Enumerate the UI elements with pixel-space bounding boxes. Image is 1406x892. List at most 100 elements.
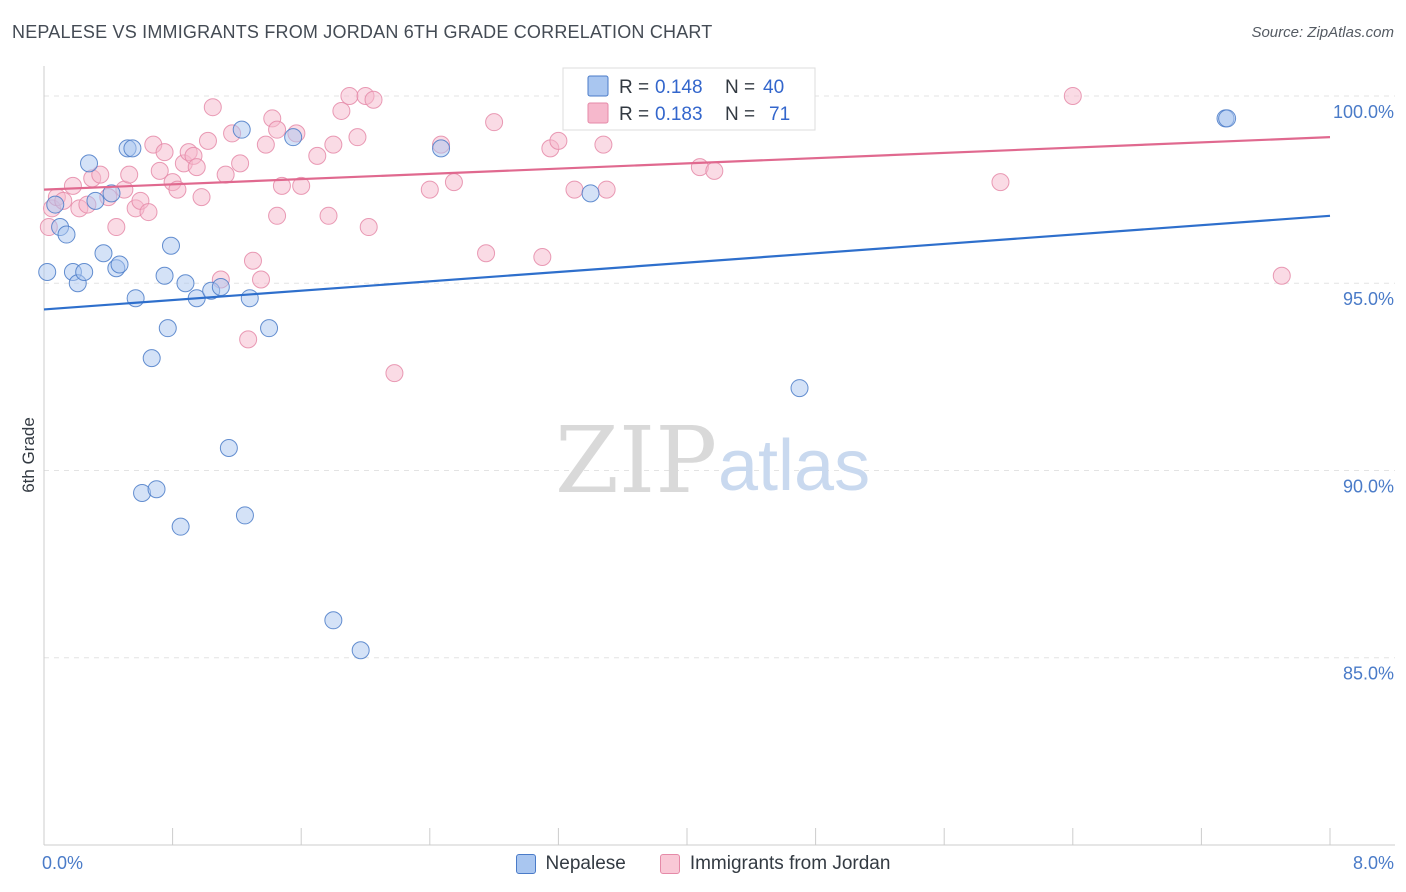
- nepalese-point: [232, 120, 251, 139]
- top-legend: R = 0.148 N = 40 R = 0.183 N = 71: [562, 67, 816, 131]
- nepalese-point: [110, 255, 129, 274]
- x-tick-label-max: 8.0%: [1353, 853, 1394, 873]
- jordan-point: [332, 101, 351, 120]
- bottom-legend-swatch-nepalese: [515, 854, 536, 874]
- jordan-point: [477, 244, 496, 263]
- watermark-zip: ZIP: [555, 407, 717, 514]
- source-label: Source: ZipAtlas.com: [1251, 24, 1394, 41]
- bottom-legend-label-jordan: Immigrants from Jordan: [689, 853, 891, 874]
- y-tick-label: 85.0%: [1343, 664, 1394, 684]
- jordan-point: [364, 90, 383, 109]
- watermark-atlas: atlas: [718, 426, 870, 506]
- chart-title: NEPALESE VS IMMIGRANTS FROM JORDAN 6TH G…: [12, 22, 713, 42]
- jordan-point: [533, 248, 552, 267]
- legend-n-value-jordan: 71: [769, 104, 790, 125]
- nepalese-point: [260, 319, 279, 338]
- watermark: ZIP atlas: [555, 407, 870, 514]
- nepalese-trend-line: [43, 214, 1331, 311]
- nepalese-point: [161, 236, 180, 255]
- bottom-legend: Nepalese Immigrants from Jordan: [0, 850, 1406, 878]
- jordan-point: [91, 165, 110, 184]
- jordan-point: [216, 165, 235, 184]
- jordan-point: [324, 135, 343, 154]
- nepalese-points: [38, 109, 1237, 660]
- legend-r-value-nepalese: 0.148: [655, 77, 703, 98]
- jordan-point: [340, 86, 359, 105]
- jordan-points: [39, 86, 1291, 383]
- bottom-legend-item-nepalese[interactable]: Nepalese: [515, 853, 626, 875]
- nepalese-point: [211, 277, 230, 296]
- jordan-point: [359, 218, 378, 237]
- nepalese-point: [38, 262, 57, 281]
- x-tick-labels: 0.0% 8.0%: [42, 853, 1394, 873]
- bottom-legend-swatch-jordan: [659, 854, 680, 874]
- jordan-point: [420, 180, 439, 199]
- legend-r-value-jordan: 0.183: [655, 104, 703, 125]
- jordan-point: [120, 165, 139, 184]
- bottom-legend-label-nepalese: Nepalese: [545, 853, 626, 874]
- jordan-point: [252, 270, 271, 289]
- jordan-point: [150, 161, 169, 180]
- jordan-point: [1063, 86, 1082, 105]
- jordan-point: [385, 364, 404, 383]
- jordan-point: [139, 203, 158, 222]
- legend-n-value-nepalese: 40: [763, 77, 784, 98]
- nepalese-point: [94, 244, 113, 263]
- axes: [43, 66, 1395, 846]
- nepalese-point: [581, 184, 600, 203]
- legend-n-label-nepalese: N =: [725, 77, 755, 98]
- jordan-point: [272, 176, 291, 195]
- y-tick-label: 90.0%: [1343, 476, 1394, 496]
- legend-r-label-nepalese: R =: [619, 77, 649, 98]
- y-tick-label: 100.0%: [1333, 102, 1394, 122]
- jordan-point: [256, 135, 275, 154]
- nepalese-point: [142, 349, 161, 368]
- jordan-point: [597, 180, 616, 199]
- nepalese-point: [235, 506, 254, 525]
- trend-lines: [43, 136, 1331, 311]
- legend-swatch-nepalese: [587, 75, 609, 97]
- nepalese-point: [86, 191, 105, 210]
- x-tick-label-min: 0.0%: [42, 853, 83, 873]
- jordan-point: [203, 98, 222, 117]
- jordan-point: [63, 176, 82, 195]
- y-tick-labels: 85.0% 90.0% 95.0% 100.0%: [1333, 102, 1394, 684]
- nepalese-point: [1218, 109, 1237, 128]
- nepalese-point: [324, 611, 343, 630]
- jordan-point: [292, 176, 311, 195]
- nepalese-point: [75, 262, 94, 281]
- y-tick-label: 95.0%: [1343, 289, 1394, 309]
- nepalese-point: [176, 274, 195, 293]
- jordan-point: [268, 206, 287, 225]
- jordan-point: [444, 173, 463, 192]
- nepalese-point: [219, 439, 238, 458]
- jordan-point: [308, 146, 327, 165]
- jordan-point: [187, 158, 206, 177]
- jordan-trend-line: [43, 136, 1331, 191]
- nepalese-point: [240, 289, 259, 308]
- jordan-point: [705, 161, 724, 180]
- legend-r-label-jordan: R =: [619, 104, 649, 125]
- nepalese-point: [790, 379, 809, 398]
- jordan-point: [594, 135, 613, 154]
- nepalese-point: [432, 139, 451, 158]
- nepalese-point: [46, 195, 65, 214]
- jordan-point: [991, 173, 1010, 192]
- jordan-point: [549, 131, 568, 150]
- nepalese-point: [158, 319, 177, 338]
- jordan-point: [565, 180, 584, 199]
- bottom-legend-item-jordan[interactable]: Immigrants from Jordan: [659, 853, 891, 875]
- jordan-point: [348, 128, 367, 147]
- nepalese-point: [123, 139, 142, 158]
- jordan-point: [231, 154, 250, 173]
- jordan-point: [107, 218, 126, 237]
- nepalese-point: [155, 266, 174, 285]
- legend-n-label-jordan: N =: [725, 104, 755, 125]
- jordan-point: [239, 330, 258, 349]
- jordan-point: [155, 143, 174, 162]
- jordan-point: [1272, 266, 1291, 285]
- nepalese-point: [171, 517, 190, 536]
- jordan-point: [243, 251, 262, 270]
- nepalese-point: [80, 154, 99, 173]
